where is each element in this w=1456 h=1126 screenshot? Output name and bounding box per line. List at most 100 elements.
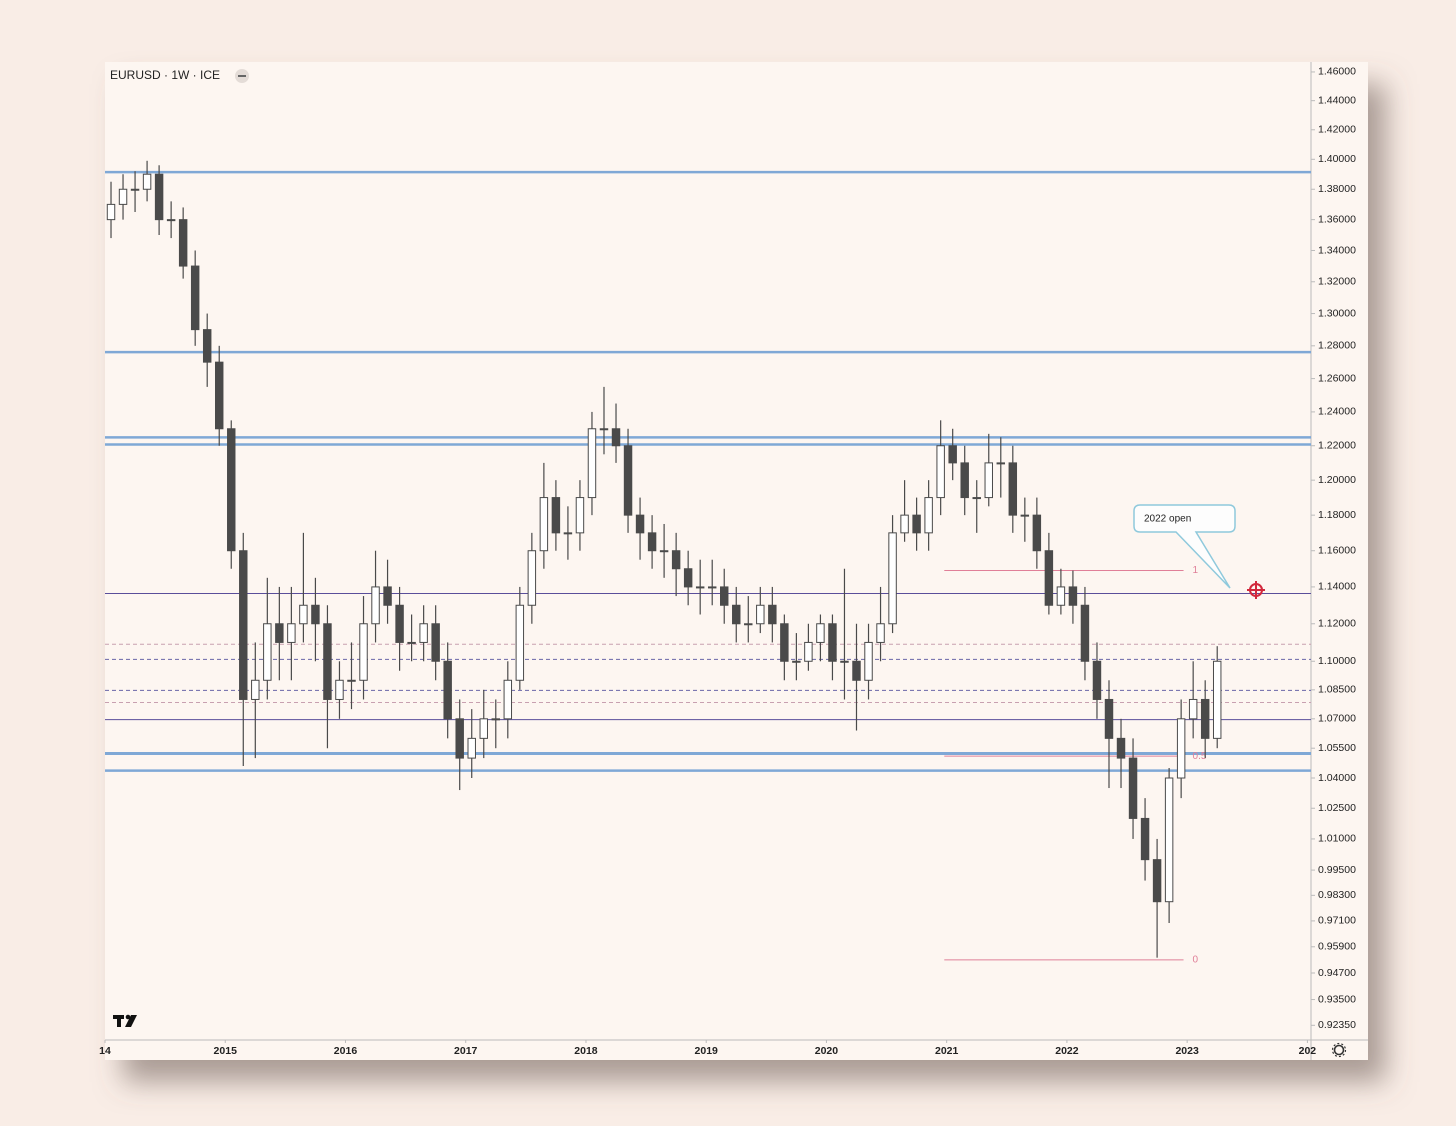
candle-body [202,329,212,363]
y-tick-label: 0.97100 [1318,915,1356,927]
candle-body [1104,698,1114,739]
y-tick-label: 1.40000 [1318,153,1356,165]
candle-body [1068,586,1078,606]
candle-body [503,679,513,720]
x-tick-label: 2018 [574,1045,598,1057]
candle-body [491,718,501,721]
y-tick-label: 1.24000 [1318,406,1356,418]
y-tick-label: 1.22000 [1318,440,1356,452]
candle-body [756,604,765,625]
candle-body [106,203,116,221]
candle-body [527,550,537,606]
candle-body [1020,514,1030,517]
y-tick-label: 1.20000 [1318,474,1356,486]
y-tick-label: 1.02500 [1318,802,1356,814]
y-tick-label: 1.04000 [1318,772,1356,784]
candle-body [960,462,969,499]
x-tick-label: 2015 [214,1045,238,1057]
candle-body [659,550,669,553]
candle-body [1008,462,1018,516]
candle-body [912,514,921,534]
tradingview-logo [113,1014,137,1027]
candle-body [720,586,729,606]
candle-body [792,660,801,663]
y-tick-label: 0.98300 [1318,889,1356,901]
candle-body [623,445,633,516]
candle-body [371,586,380,625]
y-tick-label: 0.93500 [1318,993,1356,1005]
callout-text: 2022 open [1144,514,1191,525]
y-tick-label: 1.38000 [1318,183,1356,195]
candle-body [864,641,873,681]
candle-body [936,445,945,499]
y-tick-label: 1.07000 [1318,713,1356,725]
plot-area: 10.50 [105,160,1311,965]
candle-body [888,532,897,625]
y-tick-label: 1.42000 [1318,124,1356,136]
collapse-button[interactable] [235,69,249,83]
y-tick-label: 0.92350 [1318,1019,1356,1031]
candle-body [1200,698,1210,739]
x-tick-label: 2021 [935,1045,959,1057]
crosshair-icon [1247,581,1265,599]
candle-body [467,737,476,759]
y-tick-label: 1.32000 [1318,276,1356,288]
y-tick-label: 1.05500 [1318,742,1356,754]
candle-body [130,188,140,191]
y-tick-label: 1.01000 [1318,833,1356,845]
candle-body [239,550,248,700]
candle-body [383,586,392,606]
candle-body [419,623,428,643]
y-tick-label: 1.12000 [1318,618,1356,630]
candle-body [251,679,260,700]
y-tick-label: 1.08500 [1318,684,1356,696]
candle-body [275,623,284,643]
candle-body [1080,604,1090,662]
candle-body [671,550,681,570]
y-tick-label: 1.30000 [1318,307,1356,319]
candle-body [227,428,236,552]
candle-body [948,445,957,464]
candle-body [563,532,573,535]
candle-body [1092,660,1102,700]
candle-body [635,514,645,534]
x-tick-label: 2022 [1055,1045,1079,1057]
x-tick-label: 14 [99,1045,111,1057]
candle-body [587,428,597,499]
candle-body [154,173,164,221]
settings-gear[interactable] [1331,1042,1347,1058]
x-tick-label: 2023 [1175,1045,1199,1057]
y-tick-label: 1.28000 [1318,340,1356,352]
candle-body [599,428,609,431]
candle-body [118,188,128,205]
candle-body [287,623,296,643]
y-tick-label: 1.18000 [1318,509,1356,521]
candle-body [323,623,332,700]
candle-body [335,679,344,700]
candle-body [1056,586,1066,606]
candle-body [190,265,200,331]
callout: 2022 open [1133,504,1236,589]
y-tick-label: 1.36000 [1318,213,1356,225]
fib-label: 0.5 [1193,751,1207,762]
candle-body [142,173,152,190]
x-tick-label: 202 [1299,1045,1317,1057]
candle-body [311,604,320,625]
candle-body [852,660,861,681]
candle-body [816,623,825,643]
y-tick-label: 1.26000 [1318,372,1356,384]
candle-body [214,361,224,430]
x-tick-label: 2016 [334,1045,358,1057]
candle-body [395,604,404,643]
candle-body [431,623,440,662]
candle-body [515,604,525,681]
candle-body [1164,777,1174,903]
y-tick-label: 1.16000 [1318,545,1356,557]
candle-body [683,568,693,588]
chart-title: EURUSD · 1W · ICE [110,68,220,82]
y-tick-label: 0.99500 [1318,864,1356,876]
candle-body [768,604,777,625]
candle-body [732,604,741,625]
candle-body [551,497,561,534]
candle-body [539,497,549,552]
